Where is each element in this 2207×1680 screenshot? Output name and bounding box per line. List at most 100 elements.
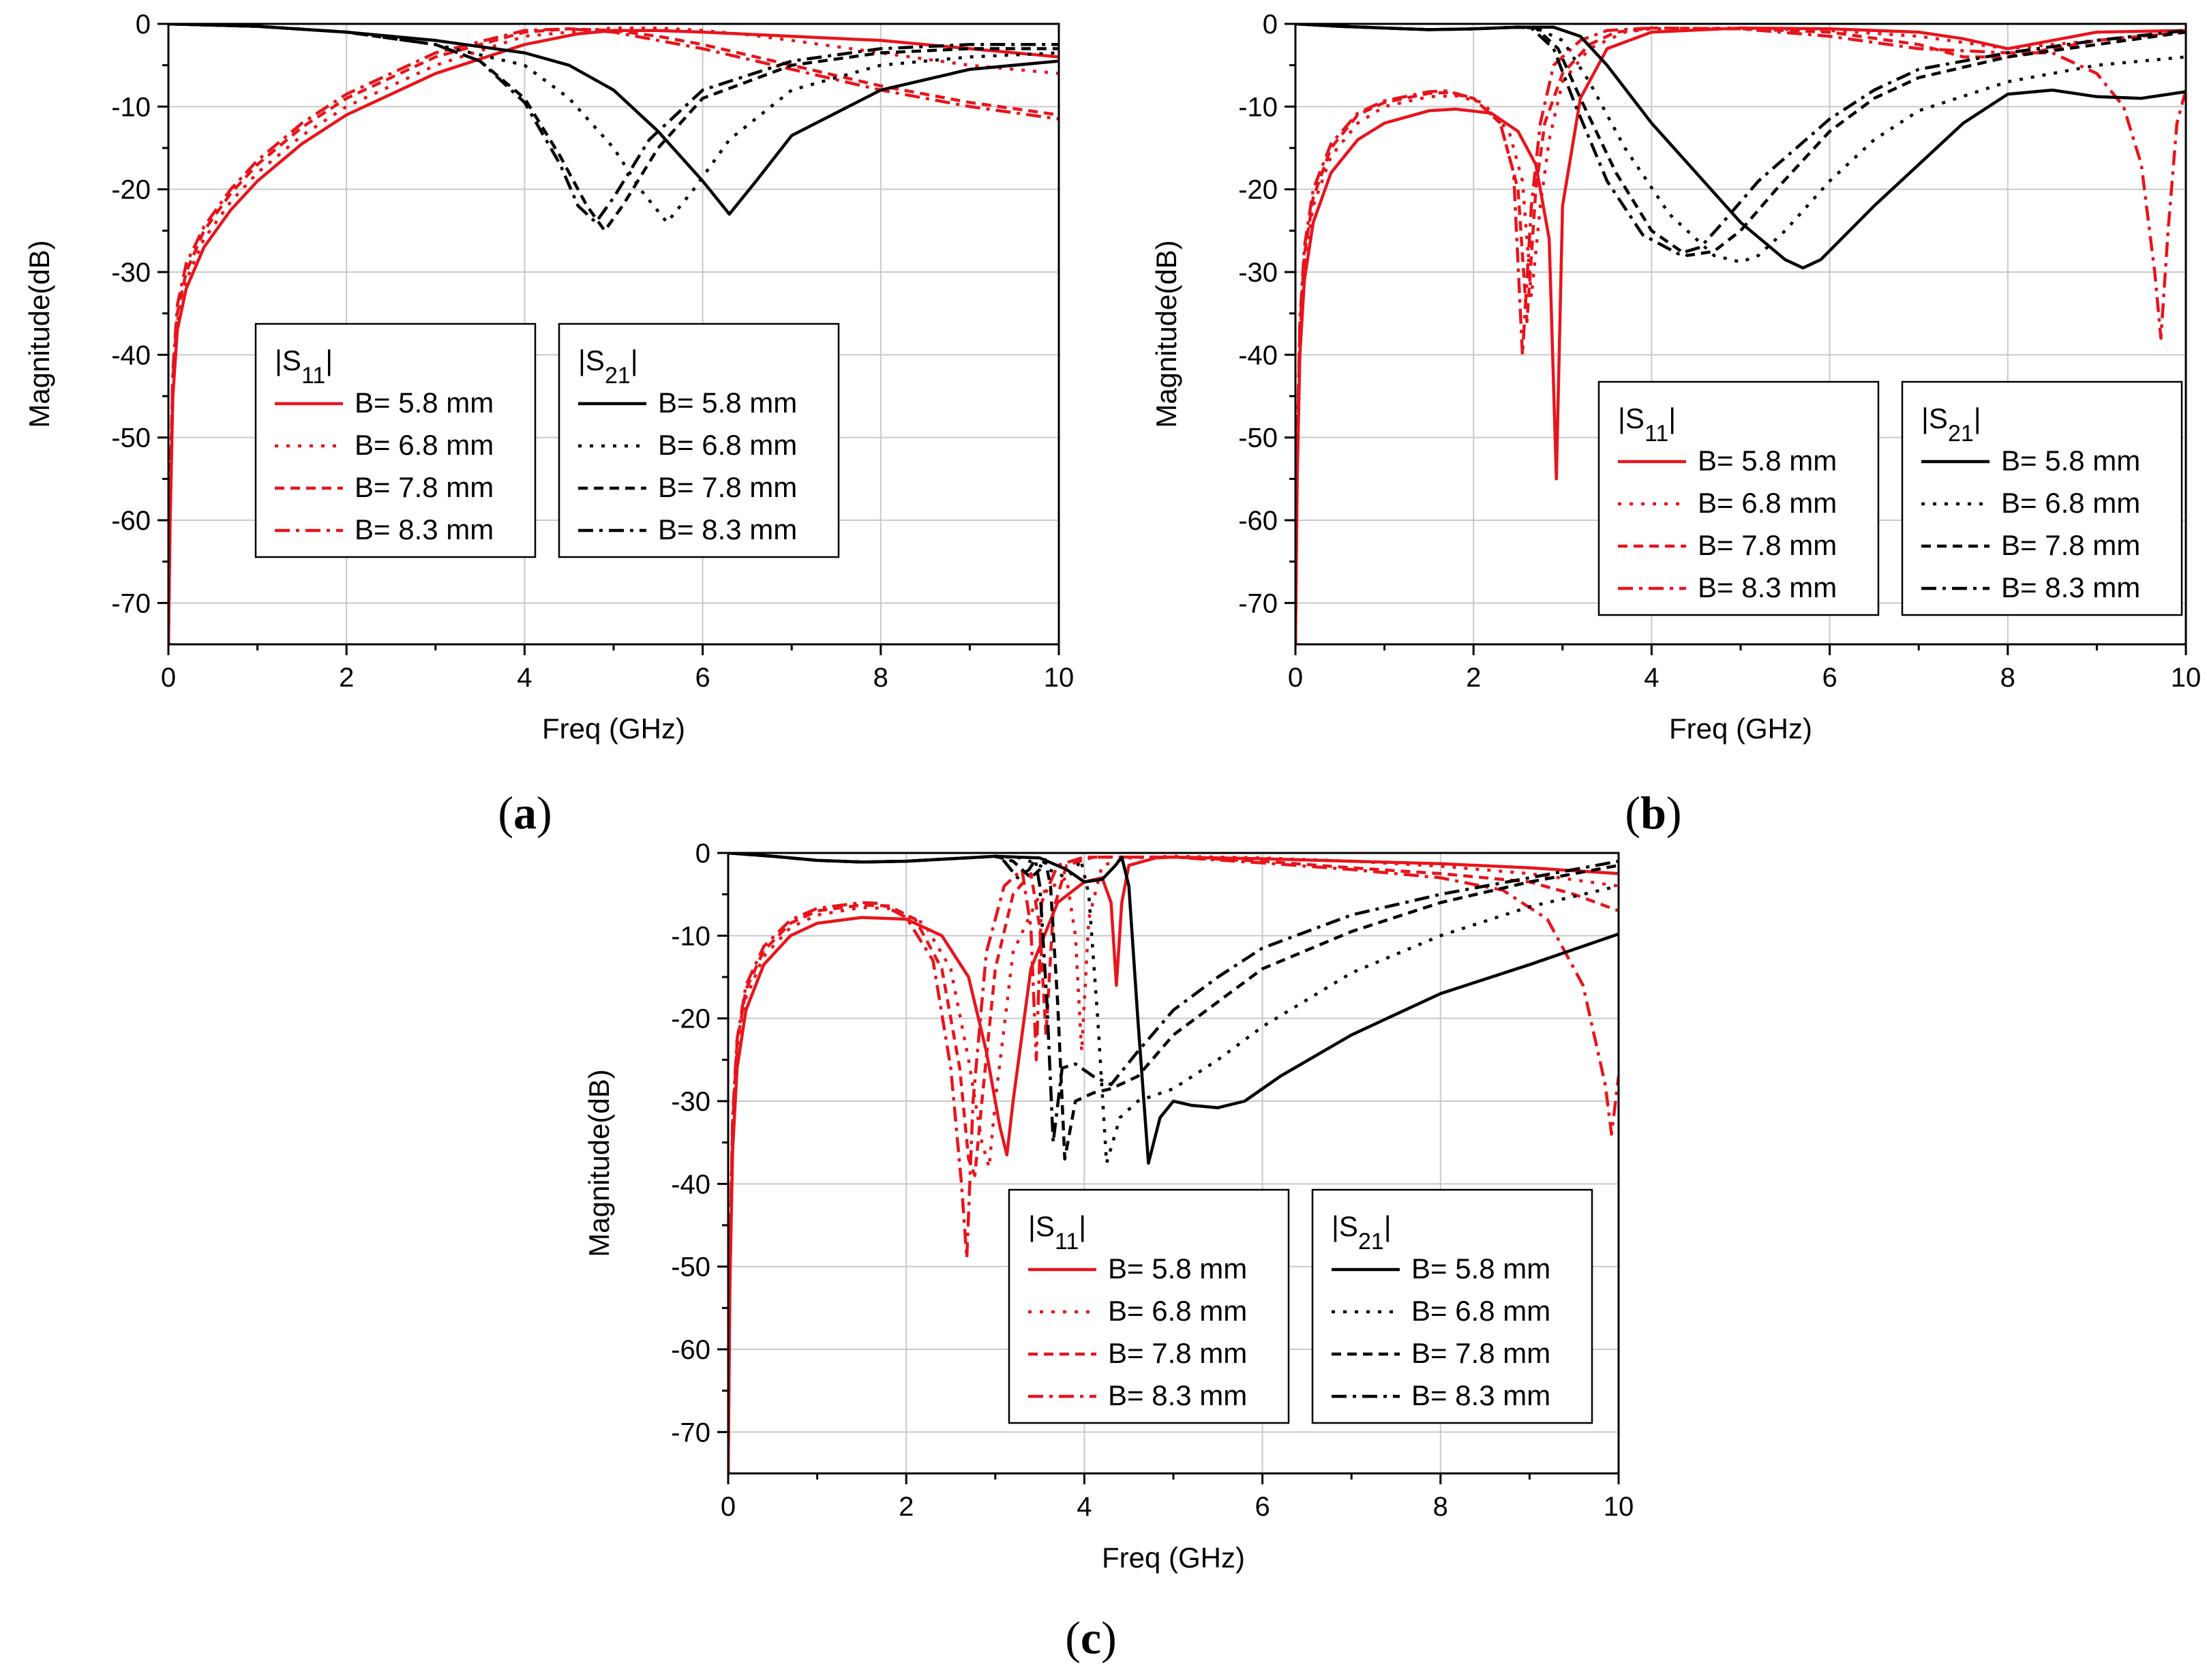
y-tick-label: 0 xyxy=(695,839,710,869)
legend-s21: |S21|B= 5.8 mmB= 6.8 mmB= 7.8 mmB= 8.3 m… xyxy=(1311,1188,1593,1424)
series-line-s21-1 xyxy=(168,24,1059,216)
series-line-s21-3 xyxy=(728,853,1619,1161)
x-tick-label: 6 xyxy=(1822,663,1837,693)
x-tick-label: 4 xyxy=(517,663,532,693)
legend-label: B= 6.8 mm xyxy=(1108,1295,1247,1327)
y-tick-label: -30 xyxy=(671,1087,710,1117)
legend-box xyxy=(1597,380,1880,616)
y-axis: 0 -10 -20 -30 -40 -50 -60 -70 xyxy=(671,839,728,1448)
x-tick-label: 8 xyxy=(2000,663,2015,693)
legend-label: B= 8.3 mm xyxy=(1108,1379,1247,1411)
series-group xyxy=(168,24,1059,644)
y-tick-label: -30 xyxy=(111,258,151,288)
y-axis-label: Magnitude(dB) xyxy=(1150,240,1182,427)
legend-label: B= 5.8 mm xyxy=(1698,445,1837,477)
legend-s21: |S21|B= 5.8 mmB= 6.8 mmB= 7.8 mmB= 8.3 m… xyxy=(1901,380,2183,616)
x-axis: 0 2 4 6 8 10 xyxy=(721,1473,1634,1522)
legend-label: B= 8.3 mm xyxy=(2001,571,2140,603)
y-axis-label: Magnitude(dB) xyxy=(23,240,55,427)
y-axis: 0 -10 -20 -30 -40 -50 -60 -70 xyxy=(1238,10,1295,618)
x-tick-label: 8 xyxy=(1433,1492,1448,1522)
legend-label: B= 5.8 mm xyxy=(658,387,797,419)
x-tick-label: 2 xyxy=(1466,663,1481,693)
legend-label: B= 6.8 mm xyxy=(355,429,494,461)
legend-label: B= 8.3 mm xyxy=(1411,1379,1550,1411)
series-line-s21-4 xyxy=(168,24,1059,224)
y-tick-label: -50 xyxy=(111,423,151,453)
series-line-s11-4 xyxy=(168,27,1059,644)
legend-label: B= 7.8 mm xyxy=(658,471,797,503)
series-line-s21-3 xyxy=(168,24,1059,232)
legend-s11: |S11|B= 5.8 mmB= 6.8 mmB= 7.8 mmB= 8.3 m… xyxy=(1597,380,1880,616)
legend-box xyxy=(558,322,840,558)
y-tick-label: -50 xyxy=(671,1252,710,1282)
legend-label: B= 5.8 mm xyxy=(2001,445,2140,477)
panel-label: (c) xyxy=(1065,1612,1117,1664)
legend-label: B= 7.8 mm xyxy=(1108,1337,1247,1369)
series-line-s11-1 xyxy=(1295,26,2186,644)
legend-label: B= 7.8 mm xyxy=(2001,529,2140,561)
y-tick-label: -10 xyxy=(1238,92,1278,122)
y-axis: 0 -10 -20 -30 -40 -50 -60 -70 xyxy=(111,10,168,618)
y-tick-label: -70 xyxy=(1238,588,1278,618)
legend-label: B= 6.8 mm xyxy=(2001,487,2140,519)
series-line-s11-1 xyxy=(168,29,1059,644)
x-tick-label: 0 xyxy=(721,1492,736,1522)
legend-label: B= 8.3 mm xyxy=(355,513,494,545)
x-tick-label: 0 xyxy=(161,663,176,693)
x-tick-label: 0 xyxy=(1288,663,1303,693)
x-tick-label: 4 xyxy=(1644,663,1659,693)
series-line-s21-1 xyxy=(728,853,1619,1165)
legend-box xyxy=(254,322,537,558)
x-tick-label: 6 xyxy=(1255,1492,1270,1522)
y-tick-label: -20 xyxy=(671,1004,710,1034)
x-axis-label: Freq (GHz) xyxy=(1669,712,1812,745)
y-tick-label: -40 xyxy=(111,340,151,370)
y-tick-label: -60 xyxy=(1238,506,1278,536)
x-tick-label: 2 xyxy=(339,663,354,693)
legend-title-subscript: 21 xyxy=(605,363,631,389)
chart-panel-a: 0 2 4 6 8 10 0 -10 -20 -30 -40 -50 -60 -70 Freq (GHz) M… xyxy=(23,10,1074,839)
series-line-s21-4 xyxy=(728,853,1619,1144)
y-tick-label: 0 xyxy=(136,10,151,40)
series-line-s21-1 xyxy=(1295,24,2186,270)
y-tick-label: -40 xyxy=(1238,340,1278,370)
x-tick-label: 8 xyxy=(873,663,888,693)
series-line-s21-4 xyxy=(1295,24,2186,256)
panel-label-letter: a xyxy=(513,787,537,839)
x-tick-label: 10 xyxy=(2171,663,2202,693)
y-tick-label: -60 xyxy=(111,506,151,536)
y-tick-label: -70 xyxy=(111,588,151,618)
series-line-s21-3 xyxy=(1295,24,2186,257)
y-tick-label: -20 xyxy=(111,175,151,205)
series-line-s11-3 xyxy=(728,855,1619,1473)
panel-label-letter: c xyxy=(1081,1612,1101,1664)
series-line-s11-3 xyxy=(168,27,1059,644)
legend-label: B= 6.8 mm xyxy=(1411,1295,1550,1327)
y-tick-label: -10 xyxy=(671,921,710,951)
legend-title-subscript: 11 xyxy=(1055,1229,1079,1255)
legend-label: B= 6.8 mm xyxy=(658,429,797,461)
panel-label: (b) xyxy=(1625,787,1681,839)
legend-label: B= 8.3 mm xyxy=(658,513,797,545)
series-group xyxy=(728,853,1619,1473)
series-line-s21-2 xyxy=(728,853,1619,1165)
legend-s11: |S11|B= 5.8 mmB= 6.8 mmB= 7.8 mmB= 8.3 m… xyxy=(1008,1188,1290,1424)
chart-panel-c: 0 2 4 6 8 10 0 -10 -20 -30 -40 -50 -60 -70 Freq (GHz) M… xyxy=(583,839,1634,1664)
legend-label: B= 7.8 mm xyxy=(1698,529,1837,561)
x-axis-label: Freq (GHz) xyxy=(1102,1542,1245,1574)
y-axis-label: Magnitude(dB) xyxy=(583,1069,615,1257)
legend-label: B= 6.8 mm xyxy=(1698,487,1837,519)
x-tick-label: 10 xyxy=(1604,1492,1634,1522)
legend-label: B= 8.3 mm xyxy=(1698,571,1837,603)
series-line-s11-3 xyxy=(1295,26,2186,644)
x-tick-label: 6 xyxy=(695,663,710,693)
legend-label: B= 5.8 mm xyxy=(1108,1252,1247,1285)
y-tick-label: -70 xyxy=(671,1418,710,1448)
x-axis-label: Freq (GHz) xyxy=(542,712,685,745)
legend-label: B= 7.8 mm xyxy=(1411,1337,1550,1369)
series-line-s11-2 xyxy=(1295,26,2186,644)
y-tick-label: -60 xyxy=(671,1335,710,1365)
chart-panel-b: 0 2 4 6 8 10 0 -10 -20 -30 -40 -50 -60 -70 Freq (GHz) M… xyxy=(1150,10,2201,839)
